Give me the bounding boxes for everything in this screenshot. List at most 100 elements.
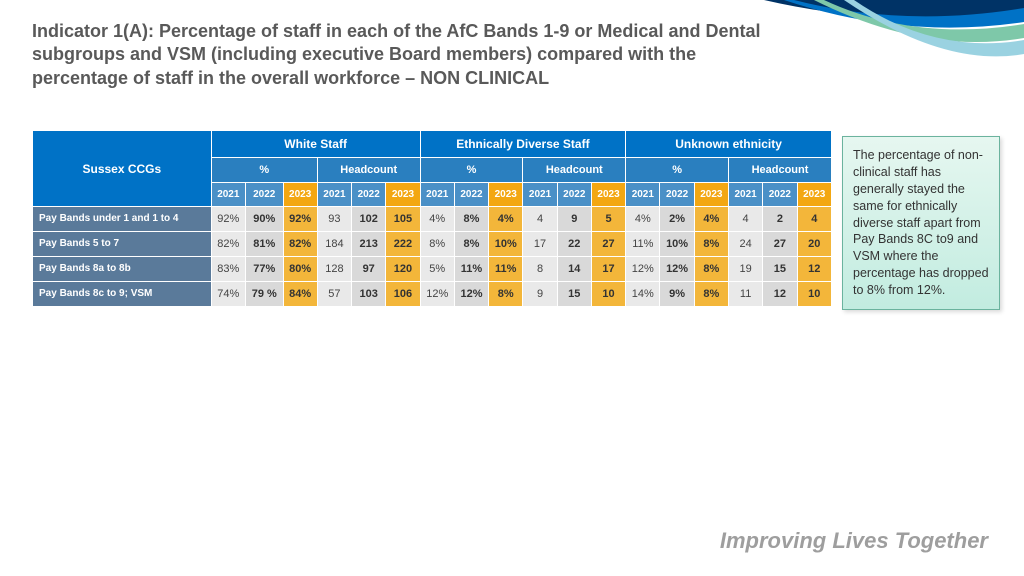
data-cell: 102 — [352, 207, 386, 232]
data-cell: 24 — [728, 232, 762, 257]
subgroup-header: % — [211, 158, 317, 183]
row-header: Pay Bands 8c to 9; VSM — [33, 282, 212, 307]
subgroup-header: Headcount — [317, 158, 420, 183]
year-header: 2022 — [352, 183, 386, 207]
data-cell: 14% — [626, 282, 660, 307]
table-body: Pay Bands under 1 and 1 to 492%90%92%931… — [33, 207, 832, 307]
data-cell: 8% — [454, 207, 488, 232]
data-cell: 82% — [211, 232, 245, 257]
data-cell: 92% — [283, 207, 317, 232]
data-cell: 222 — [386, 232, 420, 257]
data-cell: 106 — [386, 282, 420, 307]
data-cell: 10% — [660, 232, 694, 257]
data-cell: 79 % — [245, 282, 283, 307]
data-cell: 4 — [728, 207, 762, 232]
data-cell: 20 — [797, 232, 831, 257]
year-header: 2021 — [420, 183, 454, 207]
data-cell: 90% — [245, 207, 283, 232]
page-title: Indicator 1(A): Percentage of staff in e… — [32, 20, 772, 90]
data-cell: 74% — [211, 282, 245, 307]
year-header: 2021 — [523, 183, 557, 207]
data-cell: 80% — [283, 257, 317, 282]
data-cell: 19 — [728, 257, 762, 282]
table-corner: Sussex CCGs — [33, 131, 212, 207]
subgroup-header: % — [420, 158, 523, 183]
data-cell: 8% — [489, 282, 523, 307]
year-header: 2022 — [454, 183, 488, 207]
data-cell: 2% — [660, 207, 694, 232]
year-header: 2023 — [489, 183, 523, 207]
data-cell: 9 — [557, 207, 591, 232]
data-cell: 27 — [591, 232, 625, 257]
tagline: Improving Lives Together — [720, 528, 988, 554]
row-header: Pay Bands 8a to 8b — [33, 257, 212, 282]
year-header: 2021 — [728, 183, 762, 207]
year-header: 2022 — [245, 183, 283, 207]
data-cell: 10 — [591, 282, 625, 307]
data-cell: 82% — [283, 232, 317, 257]
data-cell: 12% — [660, 257, 694, 282]
data-cell: 105 — [386, 207, 420, 232]
data-cell: 9% — [660, 282, 694, 307]
data-cell: 4% — [626, 207, 660, 232]
group-header: White Staff — [211, 131, 420, 158]
data-cell: 4% — [420, 207, 454, 232]
year-header: 2022 — [557, 183, 591, 207]
subgroup-header: Headcount — [523, 158, 626, 183]
data-cell: 120 — [386, 257, 420, 282]
data-cell: 5 — [591, 207, 625, 232]
year-header: 2021 — [626, 183, 660, 207]
row-header: Pay Bands under 1 and 1 to 4 — [33, 207, 212, 232]
year-header: 2023 — [283, 183, 317, 207]
data-cell: 8% — [694, 232, 728, 257]
data-cell: 12 — [797, 257, 831, 282]
data-cell: 14 — [557, 257, 591, 282]
data-cell: 8% — [454, 232, 488, 257]
year-header: 2021 — [317, 183, 351, 207]
data-cell: 11% — [626, 232, 660, 257]
data-cell: 4 — [523, 207, 557, 232]
data-cell: 83% — [211, 257, 245, 282]
row-header: Pay Bands 5 to 7 — [33, 232, 212, 257]
data-cell: 15 — [557, 282, 591, 307]
data-cell: 93 — [317, 207, 351, 232]
data-cell: 92% — [211, 207, 245, 232]
year-header: 2023 — [386, 183, 420, 207]
data-cell: 8% — [694, 257, 728, 282]
year-header: 2022 — [660, 183, 694, 207]
data-cell: 103 — [352, 282, 386, 307]
subgroup-header: % — [626, 158, 729, 183]
year-header: 2023 — [694, 183, 728, 207]
data-cell: 97 — [352, 257, 386, 282]
data-cell: 15 — [763, 257, 797, 282]
table-header: Sussex CCGsWhite StaffEthnically Diverse… — [33, 131, 832, 207]
data-cell: 57 — [317, 282, 351, 307]
data-cell: 11% — [454, 257, 488, 282]
data-cell: 128 — [317, 257, 351, 282]
data-cell: 184 — [317, 232, 351, 257]
data-table-wrap: Sussex CCGsWhite StaffEthnically Diverse… — [32, 130, 832, 307]
data-cell: 8 — [523, 257, 557, 282]
data-cell: 2 — [763, 207, 797, 232]
year-header: 2023 — [591, 183, 625, 207]
data-cell: 10% — [489, 232, 523, 257]
year-header: 2021 — [211, 183, 245, 207]
data-table: Sussex CCGsWhite StaffEthnically Diverse… — [32, 130, 832, 307]
year-header: 2023 — [797, 183, 831, 207]
data-cell: 12% — [420, 282, 454, 307]
data-cell: 12 — [763, 282, 797, 307]
data-cell: 27 — [763, 232, 797, 257]
data-cell: 11 — [728, 282, 762, 307]
data-cell: 84% — [283, 282, 317, 307]
data-cell: 17 — [591, 257, 625, 282]
data-cell: 11% — [489, 257, 523, 282]
data-cell: 4 — [797, 207, 831, 232]
data-cell: 10 — [797, 282, 831, 307]
sidebar-note: The percentage of non-clinical staff has… — [842, 136, 1000, 310]
corner-swoosh — [764, 0, 1024, 80]
group-header: Unknown ethnicity — [626, 131, 832, 158]
data-cell: 81% — [245, 232, 283, 257]
data-cell: 213 — [352, 232, 386, 257]
year-header: 2022 — [763, 183, 797, 207]
data-cell: 12% — [454, 282, 488, 307]
